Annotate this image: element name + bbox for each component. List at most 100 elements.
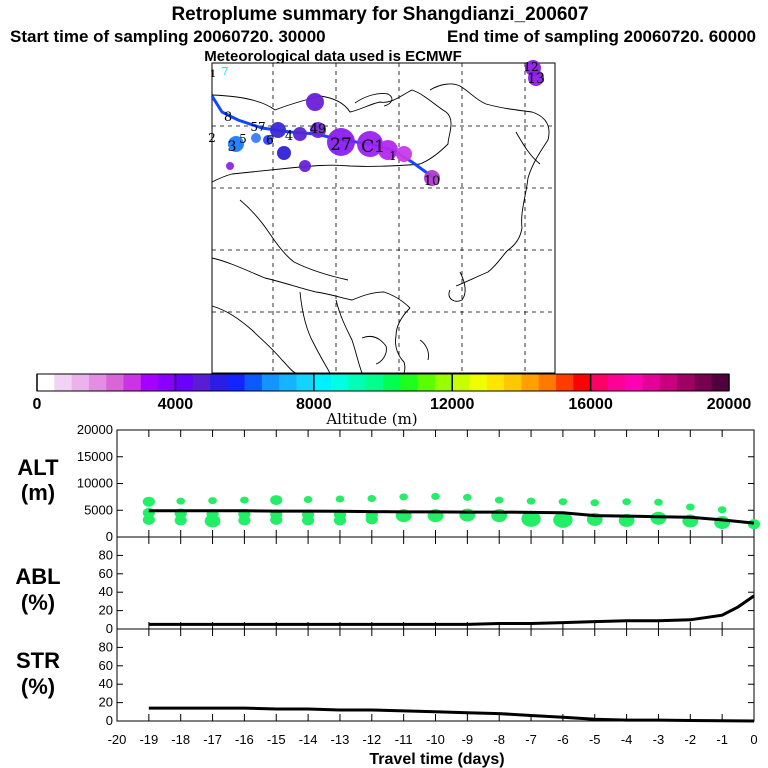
map-cluster-label: 27 bbox=[330, 135, 352, 155]
altitude-cluster-marker bbox=[238, 515, 251, 526]
colorbar-segment bbox=[54, 374, 72, 391]
colorbar-segment bbox=[400, 374, 418, 391]
map-cluster-label: 1 bbox=[210, 69, 216, 80]
map-cluster-marker bbox=[270, 122, 286, 138]
panel-ylabel-name: ALT bbox=[17, 455, 59, 480]
colorbar-segment bbox=[279, 374, 297, 391]
x-axis-label: Travel time (days) bbox=[369, 751, 504, 768]
map-cluster-label: C1 bbox=[361, 137, 385, 157]
colorbar-segment bbox=[158, 374, 176, 391]
map-gridlines bbox=[212, 63, 555, 373]
y-tick-label: 0 bbox=[106, 529, 113, 544]
map-cluster-label: 57 bbox=[250, 120, 265, 134]
colorbar-segment bbox=[71, 374, 90, 391]
colorbar-tick-label: 0 bbox=[33, 396, 42, 413]
map-frame bbox=[211, 62, 556, 374]
altitude-cluster-marker bbox=[335, 495, 345, 503]
map-cluster-marker bbox=[357, 131, 383, 157]
colorbar-tick-label: 20000 bbox=[707, 396, 752, 413]
altitude-cluster-marker bbox=[142, 514, 155, 525]
x-tick-label: -6 bbox=[557, 732, 569, 747]
colorbar-segment bbox=[192, 374, 211, 391]
colorbar-segment bbox=[504, 374, 522, 391]
altitude-cluster-marker bbox=[622, 498, 631, 506]
colorbar-segment bbox=[348, 374, 367, 391]
colorbar-segment bbox=[659, 374, 678, 391]
colorbar-segment bbox=[37, 374, 55, 391]
colorbar-segment bbox=[556, 374, 574, 391]
panel-alt: 0 5000 10000 15000 20000 ALT(m) bbox=[17, 422, 761, 544]
x-tick-label: -13 bbox=[331, 732, 350, 747]
colorbar-segment bbox=[140, 374, 159, 391]
panel-ylabel-unit: (%) bbox=[21, 590, 55, 615]
x-tick-label: -18 bbox=[171, 732, 190, 747]
x-tick-label: -4 bbox=[621, 732, 633, 747]
colorbar-segment bbox=[227, 374, 245, 391]
colorbar-segment bbox=[711, 374, 730, 391]
panel-ylabel-unit: (%) bbox=[21, 674, 55, 699]
colorbar-segment bbox=[694, 374, 713, 391]
altitude-cluster-marker bbox=[521, 510, 541, 527]
colorbar-segment bbox=[313, 374, 332, 391]
colorbar-tick-label: 4000 bbox=[158, 396, 194, 413]
altitude-cluster-marker bbox=[553, 511, 573, 528]
colorbar-segment bbox=[296, 374, 315, 391]
x-tick-label: -14 bbox=[299, 732, 318, 747]
altitude-cluster-marker bbox=[526, 497, 536, 505]
altitude-colorbar: 0 4000 8000 12000 16000 20000 bbox=[33, 373, 752, 413]
y-tick-label: 60 bbox=[99, 566, 113, 581]
altitude-cluster-marker bbox=[365, 514, 378, 525]
altitude-cluster-marker bbox=[590, 499, 600, 507]
colorbar-segment bbox=[625, 374, 643, 391]
colorbar-segment bbox=[452, 374, 470, 391]
x-tick-label: -3 bbox=[653, 732, 665, 747]
panel-ylabel-name: ABL bbox=[15, 564, 60, 589]
y-tick-label: 80 bbox=[99, 639, 113, 654]
x-tick-label: -17 bbox=[203, 732, 222, 747]
map-cluster-marker bbox=[306, 93, 324, 111]
altitude-cluster-marker bbox=[208, 497, 217, 505]
map-cluster-marker bbox=[310, 122, 326, 138]
x-tick-label: -20 bbox=[108, 732, 127, 747]
altitude-cluster-marker bbox=[174, 515, 187, 526]
main-title: Retroplume summary for Shangdianzi_20060… bbox=[171, 4, 588, 25]
panel-ylabel-name: STR bbox=[16, 648, 60, 673]
panel-str: 0 20 40 60 80 STR(%) bbox=[16, 628, 755, 728]
altitude-cluster-marker bbox=[240, 496, 249, 504]
map-cluster-marker bbox=[528, 70, 544, 86]
colorbar-segment bbox=[365, 374, 384, 391]
start-time-text: Start time of sampling 20060720. 30000 bbox=[10, 27, 326, 46]
colorbar-segment bbox=[383, 374, 401, 391]
x-tick-label: -19 bbox=[139, 732, 158, 747]
colorbar-segment bbox=[677, 374, 695, 391]
map-cluster-marker bbox=[378, 140, 398, 160]
map-cluster-marker bbox=[299, 160, 311, 172]
map-cluster-label: 13 bbox=[527, 71, 545, 87]
panel-ylabel-unit: (m) bbox=[21, 480, 55, 505]
colorbar-segment bbox=[106, 374, 124, 391]
altitude-cluster-marker bbox=[558, 498, 568, 506]
colorbar-segment bbox=[210, 374, 228, 391]
colorbar-segment bbox=[538, 374, 557, 391]
map-cluster-label: 3 bbox=[228, 139, 237, 155]
map-cluster-label: 49 bbox=[310, 122, 327, 137]
altitude-cluster-marker bbox=[459, 508, 476, 522]
altitude-cluster-marker bbox=[717, 506, 727, 514]
colorbar-segment bbox=[607, 374, 626, 391]
x-tick-label: -1 bbox=[716, 732, 728, 747]
series-line bbox=[148, 509, 755, 525]
colorbar-segment bbox=[261, 374, 280, 391]
altitude-cluster-marker bbox=[367, 494, 377, 502]
x-tick-label: -11 bbox=[395, 732, 413, 747]
x-tick-label: -5 bbox=[589, 732, 601, 747]
map-cluster-marker bbox=[327, 128, 355, 156]
colorbar-tick-label: 8000 bbox=[296, 396, 332, 413]
y-tick-label: 60 bbox=[99, 658, 113, 673]
map-cluster-marker bbox=[228, 136, 244, 152]
altitude-cluster-marker bbox=[333, 515, 347, 526]
map-cluster-marker bbox=[226, 162, 234, 170]
altitude-cluster-marker bbox=[494, 496, 504, 504]
y-tick-label: 0 bbox=[106, 621, 113, 636]
y-tick-label: 15000 bbox=[77, 449, 113, 464]
map-cluster-label: 2 bbox=[208, 131, 216, 145]
